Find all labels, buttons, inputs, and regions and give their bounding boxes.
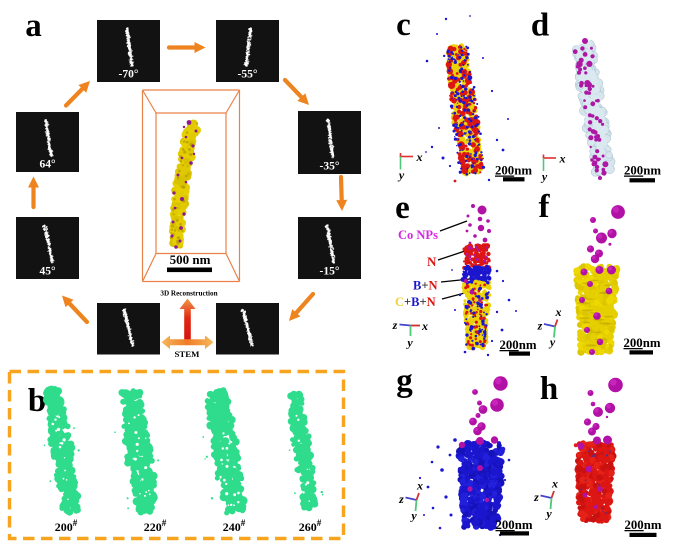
svg-text:220#: 220#: [144, 518, 167, 534]
svg-text:x: x: [559, 152, 566, 166]
svg-text:N: N: [427, 254, 437, 269]
svg-text:500 nm: 500 nm: [170, 252, 211, 267]
svg-text:C+B+N: C+B+N: [395, 295, 436, 309]
svg-text:c: c: [396, 7, 411, 43]
svg-text:-35°: -35°: [320, 161, 340, 173]
svg-text:a: a: [25, 8, 42, 44]
svg-text:200nm: 200nm: [495, 164, 532, 178]
svg-text:-55°: -55°: [238, 69, 258, 81]
svg-text:240#: 240#: [223, 518, 246, 534]
svg-text:e: e: [395, 190, 410, 226]
svg-text:d: d: [531, 8, 549, 44]
svg-text:200#: 200#: [55, 518, 78, 534]
svg-text:-70°: -70°: [119, 69, 139, 81]
svg-text:3D Reconstruction: 3D Reconstruction: [160, 290, 217, 298]
svg-text:y: y: [540, 170, 548, 184]
svg-text:260#: 260#: [299, 518, 322, 534]
svg-text:STEM: STEM: [175, 349, 201, 359]
svg-text:y: y: [397, 168, 405, 182]
svg-text:-15°: -15°: [320, 266, 340, 278]
svg-text:200nm: 200nm: [624, 164, 661, 178]
svg-text:45°: 45°: [39, 266, 56, 278]
svg-text:64°: 64°: [39, 159, 56, 171]
svg-text:B+N: B+N: [413, 279, 438, 293]
svg-text:Co NPs: Co NPs: [398, 228, 438, 242]
svg-text:x: x: [416, 150, 423, 164]
